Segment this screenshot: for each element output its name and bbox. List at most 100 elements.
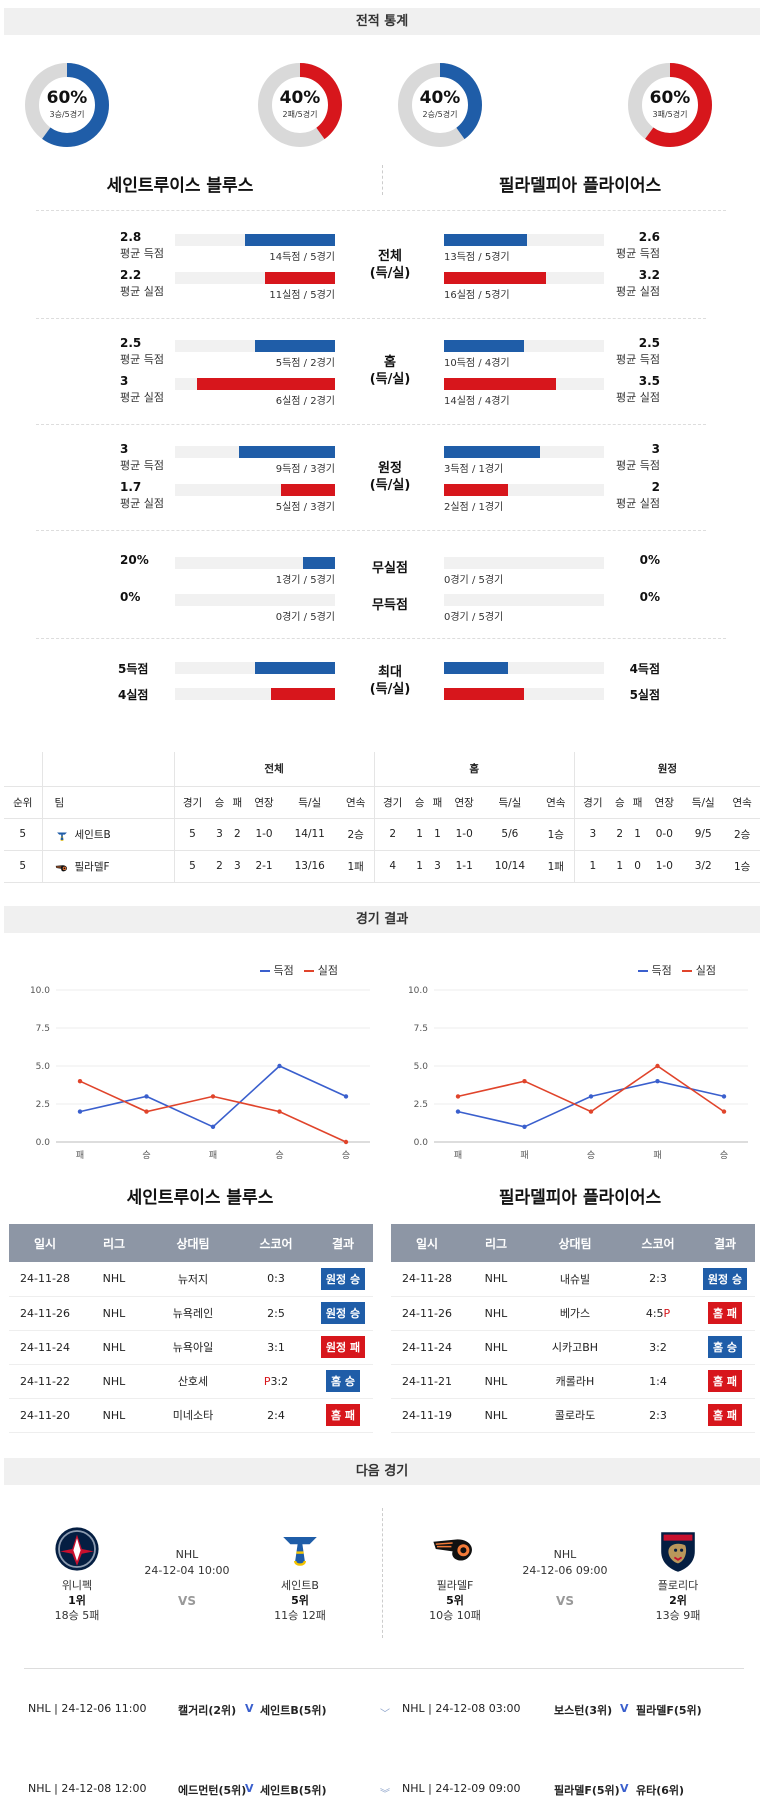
result-date: 24-11-28 [391, 1262, 463, 1297]
result-outcome: 홈 승 [313, 1364, 373, 1399]
left-stat-value: 2.8 [120, 230, 142, 244]
standings-rank: 5 [4, 818, 42, 851]
fixture-vs: V [245, 1702, 254, 1715]
standings-cell: 1-1 [446, 850, 482, 883]
donut-percent: 40% [279, 88, 321, 108]
standings-cell: 5 [173, 850, 211, 883]
fixture-team[interactable]: 유타(6위) [636, 1784, 685, 1797]
result-league: NHL [463, 1364, 529, 1399]
left-stat-value: 3 [120, 442, 129, 456]
result-outcome: 홈 패 [695, 1296, 755, 1331]
standings-col-header: 득/실 [481, 786, 538, 819]
chart-point [522, 1079, 527, 1084]
standings-team[interactable]: 필라델F [41, 850, 174, 883]
flyers-logo-icon [55, 861, 69, 873]
results-row: 24-11-26 NHL 베가스 4:5P 홈 패 [391, 1296, 755, 1331]
standings-group-away: 원정 [573, 752, 760, 787]
result-date: 24-11-21 [391, 1364, 463, 1399]
jets-logo-icon[interactable] [53, 1525, 101, 1577]
donut-percent: 40% [419, 88, 461, 108]
standings-cell: 3 [573, 818, 611, 851]
left-stat-label: 평균 실점 [120, 285, 164, 298]
next-away-record: 11승 12패 [274, 1609, 326, 1622]
next-home-team[interactable]: 위니펙 [61, 1579, 93, 1592]
chart-x-tick: 패 [520, 1150, 528, 1161]
fixture-team[interactable]: 에드먼턴(5위) [178, 1784, 247, 1797]
standings-cell: 3 [228, 850, 247, 883]
fixture-team[interactable]: 캘거리(2위) [178, 1704, 237, 1717]
max-category-main: 최대 [378, 665, 402, 680]
score-value: 0:3 [267, 1272, 285, 1286]
result-date: 24-11-28 [9, 1262, 81, 1297]
result-score: 3:2 [621, 1330, 695, 1365]
result-outcome: 홈 패 [695, 1364, 755, 1399]
standings-team[interactable]: 세인트B [41, 818, 174, 851]
standings-col-header: 승 [410, 786, 429, 819]
next-home-team[interactable]: 필라델F [436, 1579, 474, 1592]
donut-ring [25, 63, 109, 147]
next-away-team[interactable]: 플로리다 [657, 1579, 699, 1592]
chart-x-tick: 패 [454, 1150, 462, 1161]
chart-y-tick: 0.0 [36, 1138, 51, 1148]
result-score: 4:5P [621, 1296, 695, 1331]
chart-legend: 득점 실점 [638, 962, 716, 978]
fixture-team[interactable]: 세인트B(5위) [260, 1784, 327, 1797]
flyers-logo-icon[interactable] [431, 1525, 479, 1577]
standings-cell: 1-0 [446, 818, 482, 851]
next-league: NHL [175, 1548, 199, 1561]
result-opponent: 산호세 [147, 1364, 239, 1399]
left-stat-caption: 5득점 / 2경기 [275, 358, 335, 369]
standings-cell: 2 [228, 818, 247, 851]
left-max-bar [271, 688, 335, 700]
team-name-right: 필라델피아 플라이어스 [498, 176, 662, 196]
results-header-row: 일시 리그 상대팀 스코어 결과 [391, 1224, 755, 1262]
next-away-team[interactable]: 세인트B [281, 1579, 319, 1592]
standings-cell: 2-1 [246, 850, 282, 883]
standings-cell: 1-0 [246, 818, 282, 851]
score-value: 1:4 [649, 1374, 667, 1388]
left-stat-value: 2.5 [120, 336, 142, 350]
right-stat-value: 2 [651, 480, 660, 494]
panthers-logo-icon[interactable] [654, 1525, 702, 1577]
right-stat-caption: 14실점 / 4경기 [444, 396, 510, 407]
right-max-value: 5실점 [629, 688, 660, 702]
chart-point [210, 1094, 216, 1099]
standings-cell: 2승 [724, 818, 760, 851]
result-league: NHL [81, 1398, 147, 1433]
max-category: 최대 (득/실) [350, 664, 430, 698]
results-table-right: 일시 리그 상대팀 스코어 결과 24-11-28 NHL 내슈빌 2:3 원정 승 2… [391, 1224, 755, 1433]
fixture-vs: V [620, 1782, 629, 1795]
stats-section-header: 전적 통계 [4, 8, 760, 35]
fixture-team[interactable]: 보스턴(3위) [554, 1704, 613, 1717]
chart-point [277, 1109, 282, 1114]
standings-cell: 1 [428, 818, 447, 851]
result-score: 0:3 [239, 1262, 313, 1297]
win-rate-donut: 60% 3승/5경기 [24, 62, 110, 148]
result-score: 2:3 [621, 1262, 695, 1297]
chevron-down-icon[interactable]: ︾ [380, 1789, 390, 1800]
fixture-team[interactable]: 필라델F(5위) [554, 1784, 620, 1797]
chart-y-tick: 7.5 [36, 1024, 50, 1034]
standings-cell: 9/5 [682, 818, 725, 851]
results-section-header: 경기 결과 [4, 906, 760, 933]
result-opponent: 캐롤라H [529, 1364, 621, 1399]
blues-logo-icon[interactable] [276, 1525, 324, 1577]
results-col-header: 일시 [9, 1224, 81, 1262]
fixture-team[interactable]: 필라델F(5위) [636, 1704, 702, 1717]
standings-col-header: 패 [228, 786, 247, 819]
chart-y-tick: 5.0 [36, 1062, 51, 1072]
result-date: 24-11-24 [391, 1330, 463, 1365]
results-row: 24-11-21 NHL 캐롤라H 1:4 홈 패 [391, 1364, 755, 1399]
chart-point [144, 1109, 149, 1114]
chart-x-tick: 승 [142, 1150, 150, 1161]
right-stat-value: 2.6 [638, 230, 660, 244]
chevron-down-icon[interactable]: ﹀ [380, 1709, 390, 1720]
chart-x-tick: 패 [653, 1150, 661, 1161]
standings-cell: 0-0 [646, 818, 683, 851]
stat-category-sub: (득/실) [369, 478, 411, 493]
fixture-info: NHL | 24-12-08 03:00 [402, 1702, 521, 1715]
results-col-header: 결과 [695, 1224, 755, 1262]
fixture-team[interactable]: 세인트B(5위) [260, 1704, 327, 1717]
legend-conceded: 실점 [695, 964, 716, 977]
result-league: NHL [81, 1296, 147, 1331]
